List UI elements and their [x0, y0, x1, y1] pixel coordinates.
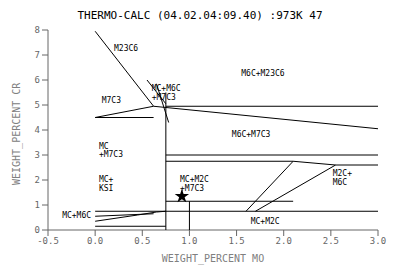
svg-text:M7C3: M7C3 [102, 96, 121, 105]
html-text:THERMO-CALC (04.02.04:09.40) :: THERMO-CALC (04.02.04:09.40) :973K 47 [77, 9, 323, 22]
svg-text:2: 2 [35, 175, 40, 185]
svg-text:M6C+M7C3: M6C+M7C3 [232, 129, 271, 138]
svg-text:MC+M6C+M7C3: MC+M6C+M7C3 [152, 84, 181, 102]
svg-text:3.0: 3.0 [370, 236, 386, 246]
svg-text:5: 5 [35, 100, 40, 110]
svg-text:8: 8 [35, 25, 40, 35]
svg-text:3: 3 [35, 150, 40, 160]
svg-text:1.5: 1.5 [228, 236, 244, 246]
svg-text:0.5: 0.5 [134, 236, 150, 246]
svg-text:1: 1 [35, 200, 40, 210]
svg-text:2.5: 2.5 [323, 236, 339, 246]
svg-text:-0.5: -0.5 [37, 236, 59, 246]
svg-text:2.0: 2.0 [276, 236, 292, 246]
svg-text:1.0: 1.0 [181, 236, 197, 246]
svg-text:6: 6 [35, 75, 40, 85]
svg-text:M6C+M23C6: M6C+M23C6 [241, 68, 285, 77]
svg-text:M23C6: M23C6 [114, 43, 138, 52]
svg-text:MC+M2C+M7C3: MC+M2C+M7C3 [180, 175, 209, 193]
svg-text:MC+KSI: MC+KSI [99, 175, 114, 193]
svg-text:MC+M2C: MC+M2C [251, 216, 280, 225]
svg-text:MC+M7C3: MC+M7C3 [99, 141, 123, 159]
svg-text:WEIGHT_PERCENT CR: WEIGHT_PERCENT CR [11, 82, 23, 185]
svg-text:7: 7 [35, 50, 40, 60]
svg-text:WEIGHT_PERCENT MO: WEIGHT_PERCENT MO [162, 253, 264, 265]
svg-text:0.0: 0.0 [87, 236, 103, 246]
svg-text:0: 0 [35, 225, 40, 235]
svg-text:4: 4 [35, 125, 40, 135]
svg-text:M2C+M6C: M2C+M6C [333, 169, 352, 187]
svg-text:MC+M6C: MC+M6C [62, 210, 91, 219]
